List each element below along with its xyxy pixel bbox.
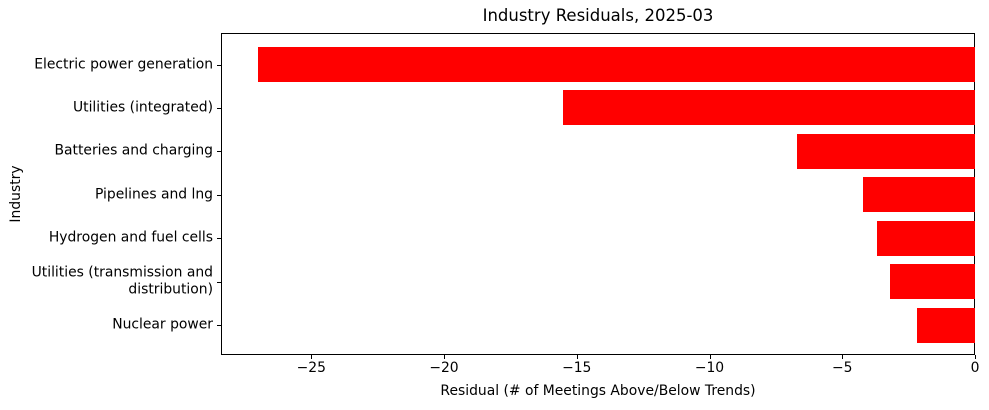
residual-bar <box>876 220 975 256</box>
residual-bar <box>797 133 975 169</box>
y-tick-label: Utilities (transmission and distribution… <box>31 264 213 298</box>
x-tick-label: −25 <box>296 360 326 376</box>
y-tick-label: Pipelines and lng <box>94 186 213 203</box>
x-tick-label: −5 <box>832 360 853 376</box>
y-tick-mark <box>217 194 221 196</box>
x-tick-label: −15 <box>562 360 592 376</box>
x-tick-mark <box>311 355 313 359</box>
residual-bar <box>563 90 975 126</box>
x-tick-mark <box>576 355 578 359</box>
y-tick-label: Batteries and charging <box>54 142 213 159</box>
y-tick-mark <box>217 325 221 327</box>
y-tick-label: Hydrogen and fuel cells <box>48 229 213 246</box>
x-tick-label: 0 <box>970 360 980 376</box>
x-tick-label: −10 <box>694 360 725 376</box>
residual-bar <box>916 307 975 343</box>
y-tick-label: Electric power generation <box>34 55 213 72</box>
y-tick-mark <box>217 64 221 66</box>
x-tick-mark <box>975 355 976 359</box>
y-tick-mark <box>217 151 221 153</box>
y-tick-mark <box>217 238 221 240</box>
residual-bar <box>258 47 975 82</box>
chart-title: Industry Residuals, 2025-03 <box>482 6 714 25</box>
residual-bar <box>863 177 975 213</box>
x-tick-mark <box>709 355 711 359</box>
x-tick-label: −20 <box>429 360 459 376</box>
residual-bar <box>890 264 975 300</box>
y-axis-label: Industry <box>8 165 24 223</box>
x-axis-label: Residual (# of Meetings Above/Below Tren… <box>440 383 756 399</box>
y-tick-mark <box>217 281 221 283</box>
y-tick-label: Nuclear power <box>112 316 213 333</box>
y-tick-label: Utilities (integrated) <box>72 99 213 116</box>
y-tick-mark <box>217 107 221 109</box>
plot-area <box>221 33 975 355</box>
x-tick-mark <box>842 355 844 359</box>
x-tick-mark <box>444 355 445 359</box>
